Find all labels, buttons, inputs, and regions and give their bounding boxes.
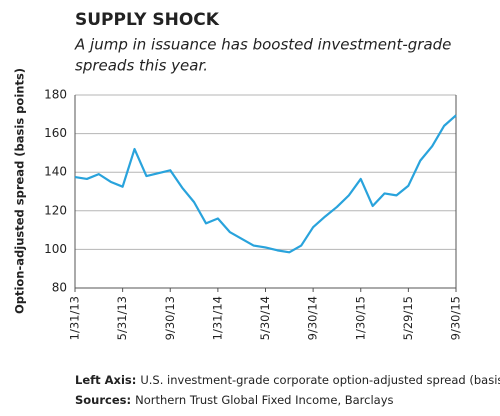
x-tick-label: 1/30/15 (353, 296, 367, 340)
x-tick-label: 9/30/15 (449, 296, 463, 340)
y-tick-label: 140 (44, 165, 67, 179)
x-tick-label: 5/30/14 (258, 296, 272, 340)
note-label: Sources: (75, 393, 131, 407)
subtitle: A jump in issuance has boosted investmen… (74, 36, 451, 54)
chart-title: SUPPLY SHOCK (75, 10, 220, 30)
note: Left Axis: U.S. investment-grade corporat… (75, 373, 500, 387)
x-tick-label: 5/29/15 (401, 296, 415, 340)
note-label: Left Axis: (75, 373, 136, 387)
y-tick-label: 180 (44, 88, 67, 102)
x-tick-label: 9/30/14 (306, 296, 320, 340)
subtitle: spreads this year. (75, 57, 208, 75)
y-tick-label: 100 (44, 242, 67, 256)
note-text: U.S. investment-grade corporate option-a… (140, 373, 500, 387)
x-tick-label: 5/31/13 (115, 296, 129, 340)
x-tick-label: 9/30/13 (163, 296, 177, 340)
note: Sources: Northern Trust Global Fixed Inco… (75, 393, 394, 407)
y-axis-label: Option-adjusted spread (basis points) (13, 68, 27, 314)
x-tick-label: 1/31/14 (210, 296, 224, 340)
x-tick-label: 1/31/13 (68, 296, 82, 340)
y-tick-label: 80 (52, 281, 67, 295)
y-tick-label: 160 (44, 126, 67, 140)
series-line (74, 114, 457, 254)
note-text: Northern Trust Global Fixed Income, Barc… (135, 393, 393, 407)
y-tick-label: 120 (44, 203, 67, 217)
